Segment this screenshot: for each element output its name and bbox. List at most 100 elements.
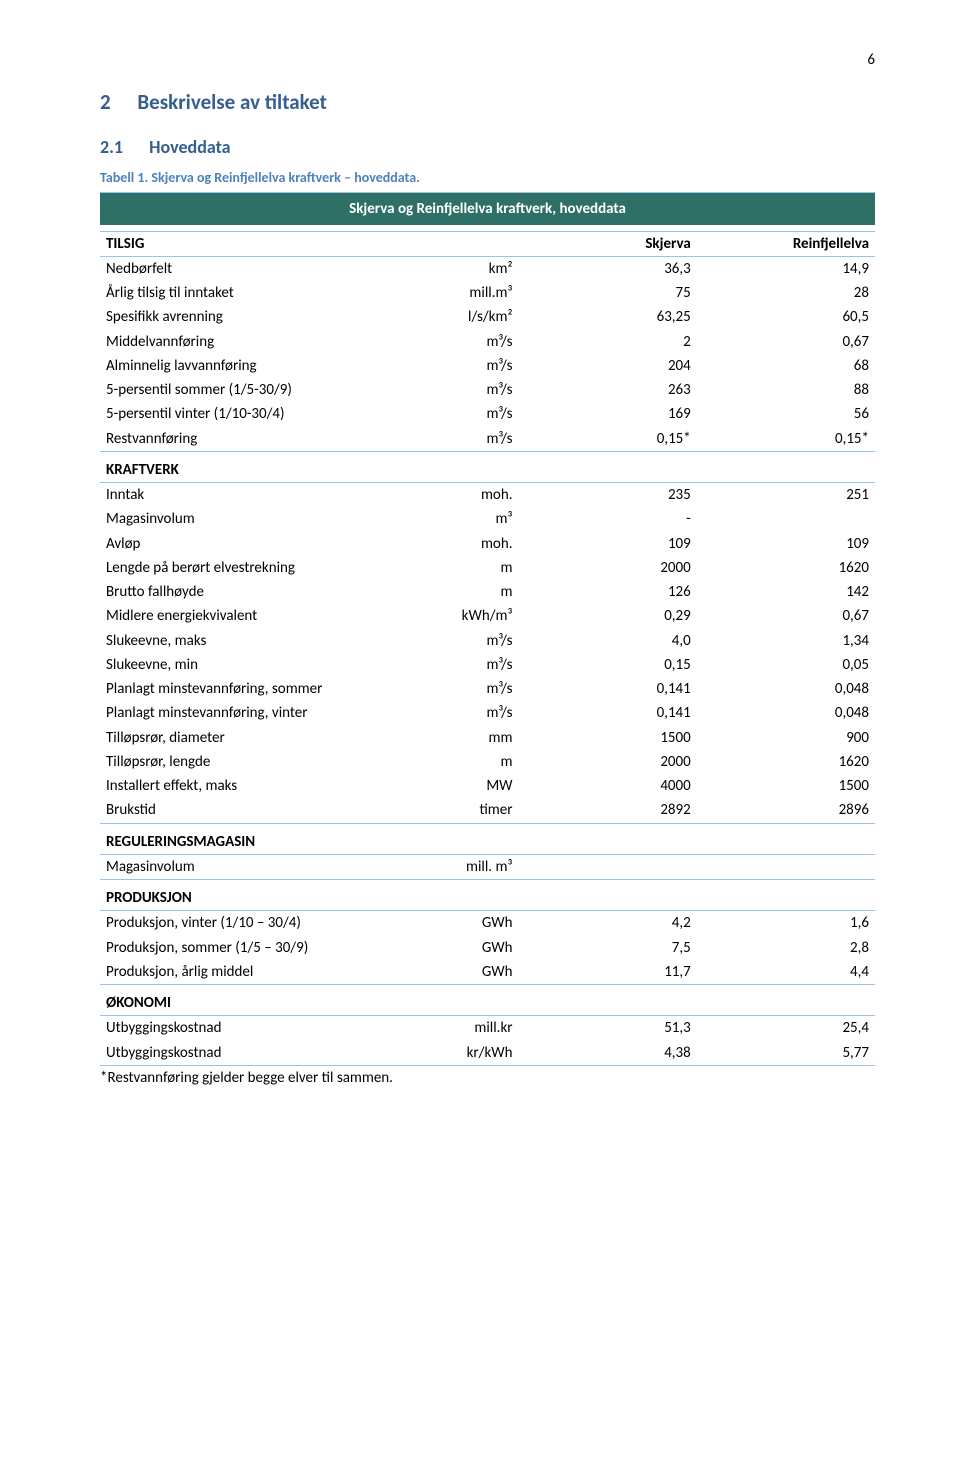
table-row: Slukeevne, maksm³/s4,01,34 [100,629,875,653]
table-row: Tilløpsrør, diametermm1500900 [100,726,875,750]
table-cell: Slukeevne, min [100,653,410,677]
table-cell: 28 [697,281,875,305]
table-cell: 0,67 [697,604,875,628]
table-cell: Magasinvolum [100,854,410,879]
table-row: Spesifikk avrenningl/s/km²63,2560,5 [100,305,875,329]
table-row: Magasinvolumm³- [100,507,875,531]
table-cell: 0,29 [519,604,697,628]
table-cell [697,985,875,1016]
table-cell: 11,7 [519,960,697,985]
table-cell: Midlere energiekvivalent [100,604,410,628]
table-cell: mill.m³ [410,281,519,305]
table-cell [519,985,697,1016]
table-cell: 169 [519,402,697,426]
table-cell: 4,0 [519,629,697,653]
table-cell: Skjerva [519,231,697,256]
table-cell: 0,05 [697,653,875,677]
table-row: Midlere energiekvivalentkWh/m³0,290,67 [100,604,875,628]
table-cell: 2 [519,330,697,354]
table-cell: 1,6 [697,911,875,936]
table-cell: Utbyggingskostnad [100,1016,410,1041]
table-cell: Inntak [100,483,410,508]
table-cell: Slukeevne, maks [100,629,410,653]
table-row: Magasinvolummill. m³ [100,854,875,879]
table-cell: m³/s [410,402,519,426]
table-row: Installert effekt, maksMW40001500 [100,774,875,798]
table-cell: moh. [410,483,519,508]
table-cell: m³/s [410,378,519,402]
table-row: Brukstidtimer28922896 [100,798,875,823]
table-cell: Nedbørfelt [100,256,410,281]
table-cell: 51,3 [519,1016,697,1041]
table-cell: mill. m³ [410,854,519,879]
table-cell [697,451,875,482]
table-cell: 109 [519,532,697,556]
hoveddata-table: Skjerva og Reinfjellelva kraftverk, hove… [100,192,875,1066]
table-cell [519,823,697,854]
table-cell: 5-persentil vinter (1/10-30/4) [100,402,410,426]
table-cell: 63,25 [519,305,697,329]
table-cell: Spesifikk avrenning [100,305,410,329]
table-cell: Produksjon, sommer (1/5 – 30/9) [100,936,410,960]
table-cell: 0,15 [519,653,697,677]
table-cell: GWh [410,960,519,985]
table-cell: 60,5 [697,305,875,329]
table-footnote: *Restvannføring gjelder begge elver til … [100,1068,875,1088]
table-cell: 900 [697,726,875,750]
table-cell: MW [410,774,519,798]
table-cell: 7,5 [519,936,697,960]
table-cell: 251 [697,483,875,508]
table-cell [519,854,697,879]
table-row: Avløpmoh.109109 [100,532,875,556]
table-cell: mill.kr [410,1016,519,1041]
table-cell: mm [410,726,519,750]
table-cell: GWh [410,936,519,960]
table-cell: m³/s [410,427,519,452]
table-cell: 0,048 [697,701,875,725]
table-cell: 204 [519,354,697,378]
table-row: Slukeevne, minm³/s0,150,05 [100,653,875,677]
table-cell: Avløp [100,532,410,556]
table-cell: m [410,580,519,604]
table-cell: m³ [410,507,519,531]
table-cell: m³/s [410,677,519,701]
table-cell: 1,34 [697,629,875,653]
table-cell: m [410,750,519,774]
subsection-number: 2.1 [100,136,123,158]
table-cell [697,880,875,911]
table-row: Produksjon, vinter (1/10 – 30/4)GWh4,21,… [100,911,875,936]
table-row: Restvannføringm³/s0,15*0,15* [100,427,875,452]
table-cell: 1500 [519,726,697,750]
section-number: 2 [100,89,111,115]
table-cell: Produksjon, årlig middel [100,960,410,985]
table-cell: m³/s [410,653,519,677]
table-caption: Tabell 1. Skjerva og Reinfjellelva kraft… [100,169,875,188]
table-cell: KRAFTVERK [100,451,410,482]
table-cell: PRODUKSJON [100,880,410,911]
table-cell: 25,4 [697,1016,875,1041]
table-cell: 235 [519,483,697,508]
table-row: Nedbørfeltkm²36,314,9 [100,256,875,281]
table-cell: 88 [697,378,875,402]
table-row: Lengde på berørt elvestrekningm20001620 [100,556,875,580]
table-cell: Tilløpsrør, lengde [100,750,410,774]
table-cell: TILSIG [100,231,410,256]
table-cell: Produksjon, vinter (1/10 – 30/4) [100,911,410,936]
table-cell: Planlagt minstevannføring, sommer [100,677,410,701]
table-cell: m³/s [410,330,519,354]
table-cell: Restvannføring [100,427,410,452]
table-row: 5-persentil vinter (1/10-30/4)m³/s16956 [100,402,875,426]
table-cell: 2896 [697,798,875,823]
table-cell: Planlagt minstevannføring, vinter [100,701,410,725]
table-cell: 1620 [697,750,875,774]
table-cell: Middelvannføring [100,330,410,354]
table-cell: 142 [697,580,875,604]
table-cell: 109 [697,532,875,556]
table-cell: - [519,507,697,531]
table-row: Produksjon, sommer (1/5 – 30/9)GWh7,52,8 [100,936,875,960]
subsection-title: Hoveddata [149,136,230,158]
table-cell [410,880,519,911]
table-cell [410,231,519,256]
table-cell: Brukstid [100,798,410,823]
table-cell: 4,38 [519,1041,697,1066]
